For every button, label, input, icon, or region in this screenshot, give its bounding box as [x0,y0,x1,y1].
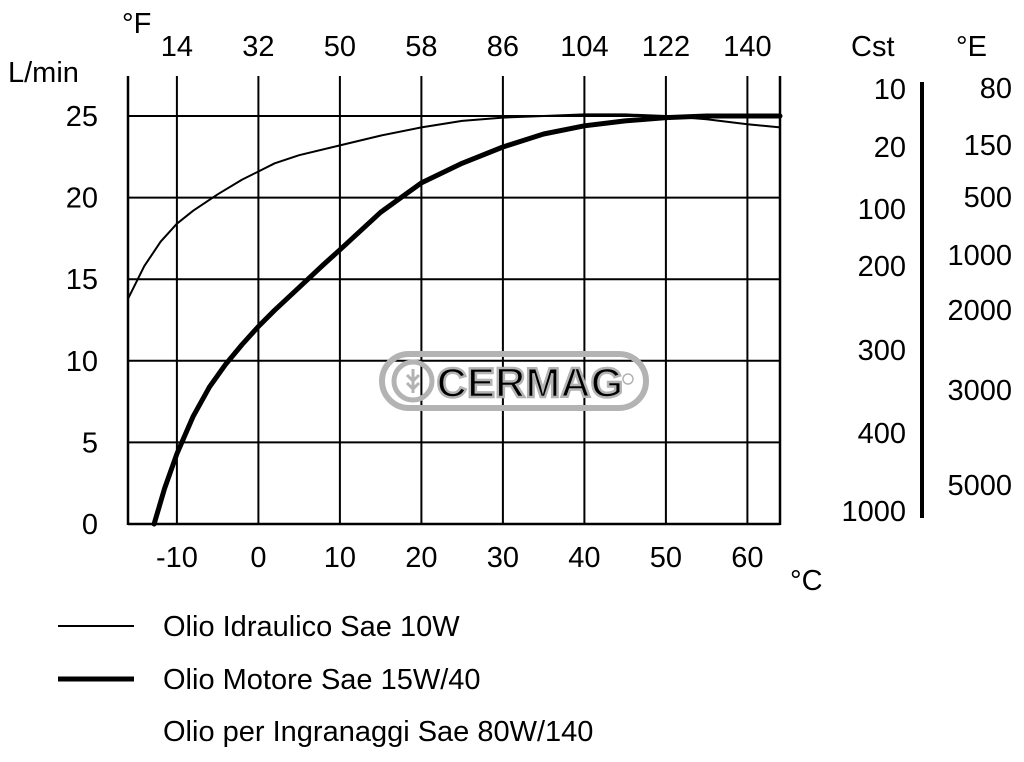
x-axis-fahrenheit-ticks: 14 32 50 58 86 104 122 140 [161,31,772,63]
y-tick-label: 25 [66,101,98,133]
cst-header: Cst [851,31,895,63]
x-tick-label: 30 [487,542,519,574]
x-tick-label-fahrenheit: 122 [642,31,690,63]
legend-label: Olio Motore Sae 15W/40 [163,664,481,696]
e-value: 3000 [947,375,1012,407]
series-line-motor-oil [151,113,783,527]
x-tick-label-fahrenheit: 104 [560,31,608,63]
cst-value: 20 [874,132,906,164]
viscosity-scale: Cst °E 10 20 100 200 300 400 1000 80 150 500 1000 2… [841,31,1012,528]
y-tick-label: 15 [66,264,98,296]
grid [128,76,780,524]
wheat-icon [391,359,435,403]
watermark-text: CERMAG [437,359,624,406]
cst-value: 200 [858,251,906,283]
cst-value: 400 [858,418,906,450]
e-value: 1000 [947,240,1012,272]
e-value: 5000 [947,470,1012,502]
x-tick-label: 60 [731,542,763,574]
legend: Olio Idraulico Sae 10W Olio Motore Sae 15… [58,611,593,748]
x-axis-title-celsius: °C [790,565,823,597]
legend-label: Olio per Ingranaggi Sae 80W/140 [163,716,593,748]
plot-frame [126,76,782,526]
x-tick-label-fahrenheit: 86 [487,31,519,63]
y-tick-label: 0 [82,509,98,541]
watermark-logo: CERMAG [379,351,649,411]
x-tick-label-fahrenheit: 32 [242,31,274,63]
cst-value: 10 [874,74,906,106]
y-axis-title: L/min [8,57,79,89]
e-value: 80 [980,73,1012,105]
y-tick-label: 20 [66,183,98,215]
wheat-stalk-icon [405,369,421,393]
series-line-hydraulic-oil [127,113,781,300]
x-tick-label: -10 [156,542,198,574]
y-tick-label: 10 [66,346,98,378]
legend-label: Olio Idraulico Sae 10W [163,611,460,643]
x-tick-label: 10 [324,542,356,574]
cst-value: 1000 [841,496,906,528]
e-value: 500 [964,182,1012,214]
x-axis-celsius-ticks: -10 0 10 20 30 40 50 60 [156,542,764,574]
x-axis-title-fahrenheit: °F [122,8,151,40]
y-tick-label: 5 [82,427,98,459]
x-tick-label-fahrenheit: 50 [324,31,356,63]
e-value: 150 [964,130,1012,162]
cst-value: 300 [858,335,906,367]
e-value: 2000 [947,295,1012,327]
x-tick-label: 20 [405,542,437,574]
registered-mark-icon [622,373,634,385]
x-tick-label-fahrenheit: 58 [405,31,437,63]
y-axis-ticks: 0 5 10 15 20 25 [66,101,98,541]
x-tick-label: 0 [250,542,266,574]
x-tick-label-fahrenheit: 14 [161,31,193,63]
x-tick-label-fahrenheit: 140 [723,31,771,63]
e-header: °E [956,31,987,63]
watermark-badge [379,351,649,411]
x-tick-label: 50 [650,542,682,574]
cst-value: 100 [858,194,906,226]
x-tick-label: 40 [568,542,600,574]
series-lines [127,113,783,527]
